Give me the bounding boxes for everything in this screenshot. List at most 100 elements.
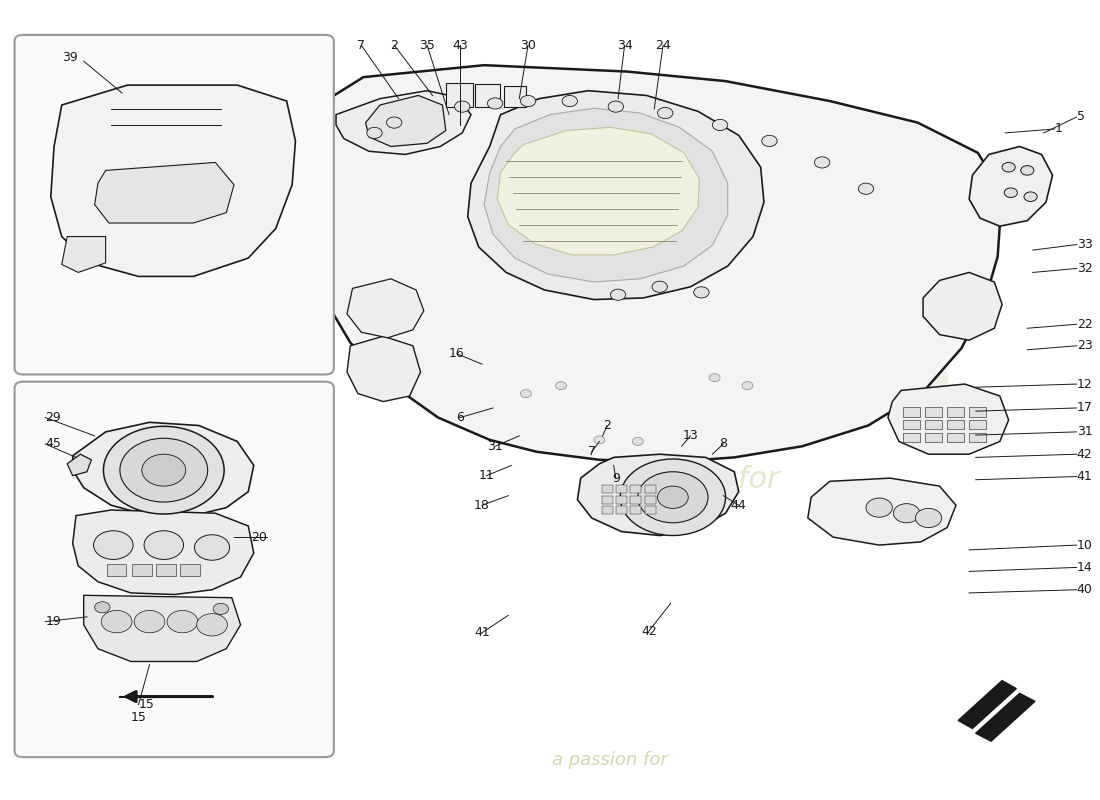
Polygon shape bbox=[73, 422, 254, 515]
Text: 40: 40 bbox=[1077, 583, 1092, 596]
Text: 6: 6 bbox=[456, 411, 464, 424]
Text: eurobros: eurobros bbox=[407, 315, 956, 421]
Circle shape bbox=[197, 614, 228, 636]
Bar bbox=[969, 420, 986, 430]
Circle shape bbox=[594, 436, 605, 444]
Bar bbox=[925, 433, 942, 442]
Text: 2: 2 bbox=[390, 38, 398, 52]
Circle shape bbox=[213, 603, 229, 614]
Text: 22: 22 bbox=[1077, 318, 1092, 330]
Circle shape bbox=[620, 459, 726, 535]
Bar bbox=[446, 82, 473, 106]
Bar bbox=[475, 84, 499, 106]
Circle shape bbox=[520, 390, 531, 398]
Bar bbox=[602, 506, 613, 514]
Circle shape bbox=[742, 382, 754, 390]
Circle shape bbox=[1024, 192, 1037, 202]
Circle shape bbox=[814, 157, 829, 168]
Polygon shape bbox=[958, 681, 1016, 729]
Circle shape bbox=[762, 135, 777, 146]
Bar bbox=[630, 496, 641, 504]
Polygon shape bbox=[923, 273, 1002, 340]
Bar bbox=[602, 486, 613, 494]
Circle shape bbox=[167, 610, 198, 633]
Text: 43: 43 bbox=[452, 38, 468, 52]
Polygon shape bbox=[346, 279, 424, 338]
Polygon shape bbox=[84, 595, 241, 662]
Text: 34: 34 bbox=[617, 38, 632, 52]
Polygon shape bbox=[346, 336, 420, 402]
Text: 9: 9 bbox=[612, 472, 619, 485]
Text: 13: 13 bbox=[683, 430, 698, 442]
Circle shape bbox=[915, 509, 942, 527]
Polygon shape bbox=[73, 510, 254, 594]
Text: 20: 20 bbox=[251, 530, 267, 544]
Text: 11: 11 bbox=[478, 470, 494, 482]
Circle shape bbox=[1002, 162, 1015, 172]
Circle shape bbox=[556, 382, 566, 390]
Text: 5: 5 bbox=[1077, 110, 1085, 123]
Bar bbox=[925, 407, 942, 417]
Circle shape bbox=[95, 602, 110, 613]
Bar bbox=[947, 433, 964, 442]
Circle shape bbox=[386, 117, 402, 128]
Circle shape bbox=[195, 534, 230, 560]
Bar bbox=[969, 433, 986, 442]
Text: 42: 42 bbox=[641, 625, 657, 638]
Bar bbox=[107, 564, 126, 576]
Text: 16: 16 bbox=[449, 347, 464, 360]
Circle shape bbox=[120, 438, 208, 502]
Polygon shape bbox=[336, 90, 471, 154]
Text: 31: 31 bbox=[487, 440, 503, 453]
Text: 1: 1 bbox=[1055, 122, 1063, 135]
Text: 33: 33 bbox=[1077, 238, 1092, 251]
Text: 7: 7 bbox=[587, 446, 596, 458]
Polygon shape bbox=[888, 384, 1009, 454]
Circle shape bbox=[632, 438, 644, 446]
Circle shape bbox=[101, 610, 132, 633]
Bar bbox=[947, 420, 964, 430]
Circle shape bbox=[610, 289, 626, 300]
Bar bbox=[180, 564, 200, 576]
Circle shape bbox=[94, 530, 133, 559]
Bar bbox=[646, 506, 657, 514]
Text: 30: 30 bbox=[520, 38, 536, 52]
Circle shape bbox=[562, 95, 578, 106]
Circle shape bbox=[710, 374, 720, 382]
Circle shape bbox=[608, 101, 624, 112]
Circle shape bbox=[103, 426, 224, 514]
Bar bbox=[156, 564, 176, 576]
Polygon shape bbox=[807, 478, 956, 545]
Bar bbox=[947, 407, 964, 417]
Bar bbox=[969, 407, 986, 417]
Text: 2: 2 bbox=[603, 419, 611, 432]
Bar bbox=[903, 407, 920, 417]
Text: 18: 18 bbox=[474, 498, 490, 512]
Text: 15: 15 bbox=[139, 698, 154, 711]
Polygon shape bbox=[484, 108, 728, 282]
Bar bbox=[616, 506, 627, 514]
Polygon shape bbox=[62, 237, 106, 273]
Circle shape bbox=[713, 119, 728, 130]
Circle shape bbox=[658, 486, 689, 509]
Text: a passion for: a passion for bbox=[583, 466, 780, 494]
Bar bbox=[602, 496, 613, 504]
Circle shape bbox=[134, 610, 165, 633]
Bar bbox=[903, 433, 920, 442]
Polygon shape bbox=[365, 95, 446, 146]
Circle shape bbox=[520, 95, 536, 106]
Circle shape bbox=[638, 472, 708, 522]
Circle shape bbox=[366, 127, 382, 138]
Polygon shape bbox=[976, 694, 1035, 742]
Circle shape bbox=[658, 107, 673, 118]
Text: 31: 31 bbox=[1077, 426, 1092, 438]
Bar bbox=[903, 420, 920, 430]
Text: a passion for: a passion for bbox=[552, 751, 668, 770]
Polygon shape bbox=[95, 162, 234, 223]
Circle shape bbox=[858, 183, 873, 194]
Text: 8: 8 bbox=[719, 438, 727, 450]
Bar bbox=[646, 496, 657, 504]
Polygon shape bbox=[969, 146, 1053, 226]
Text: 23: 23 bbox=[1077, 339, 1092, 352]
Bar bbox=[646, 486, 657, 494]
